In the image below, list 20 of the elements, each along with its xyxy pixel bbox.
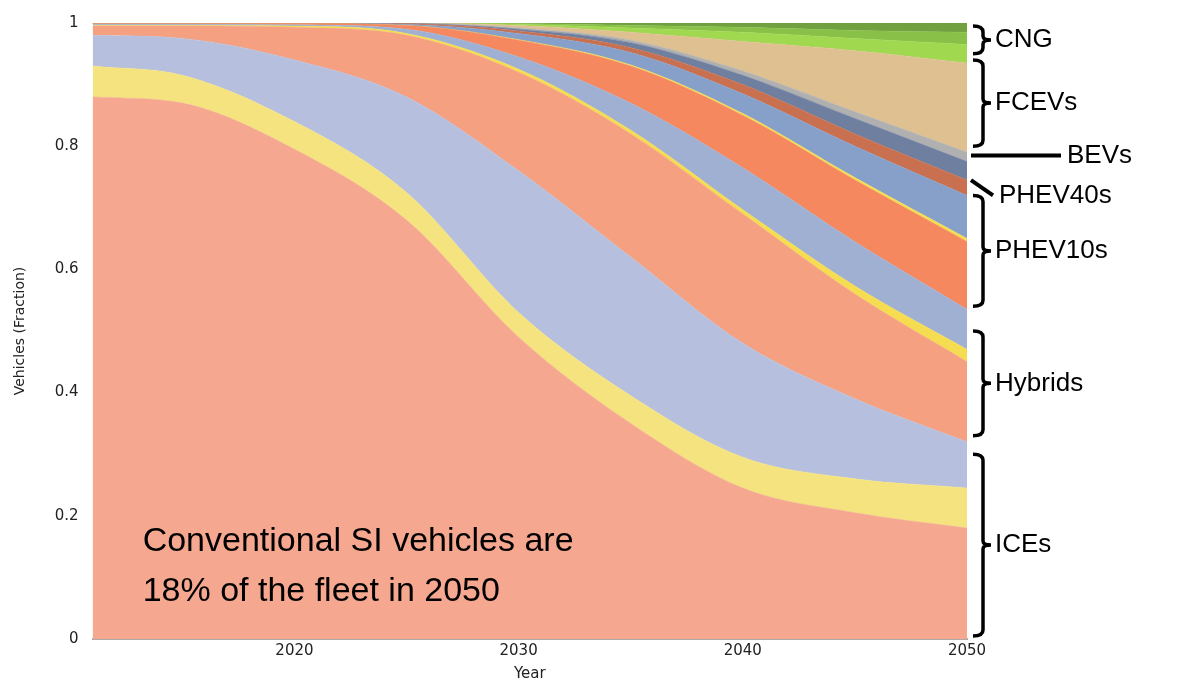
y-tick-label: 0	[69, 628, 79, 647]
x-axis-title: Year	[512, 663, 547, 682]
y-tick-label: 0.4	[54, 382, 79, 401]
text: FCEVs	[995, 86, 1078, 117]
text: ICEs	[995, 528, 1052, 559]
y-axis-title: Vehicles (Fraction)	[11, 266, 28, 396]
text: PHEV10s	[995, 234, 1108, 265]
text: CNG	[995, 23, 1053, 54]
y-tick-label: 1	[69, 12, 79, 31]
x-tick-label: 2050	[947, 640, 987, 659]
x-tick-label: 2020	[275, 640, 314, 659]
text: Hybrids	[995, 366, 1084, 397]
x-tick-label: 2030	[499, 640, 538, 659]
text: BEVs	[1067, 138, 1133, 169]
y-tick-label: 0.6	[54, 259, 79, 278]
x-tick-label: 2040	[723, 640, 762, 659]
y-tick-label: 0.2	[54, 505, 79, 524]
text: PHEV40s	[999, 178, 1112, 209]
annotation: Conventional SI vehicles are 18% of the fleet in 2050	[142, 520, 574, 608]
y-tick-label: 0.8	[54, 136, 79, 155]
